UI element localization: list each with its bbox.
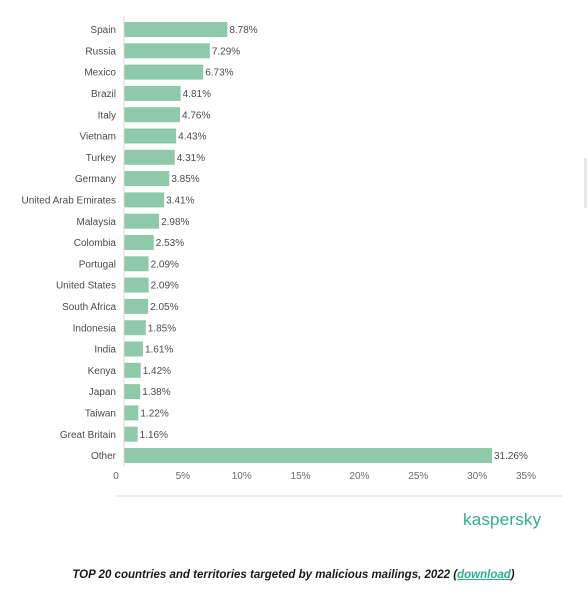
bar-spain	[124, 22, 228, 37]
bar-germany	[124, 171, 170, 187]
value-label-united-arab-emirates: 3.41%	[166, 196, 194, 207]
bar-italy	[124, 107, 181, 123]
value-label-colombia: 2.53%	[156, 238, 184, 249]
chart-caption: TOP 20 countries and territories targete…	[0, 569, 587, 581]
category-label-great-britain: Great Britain	[60, 430, 116, 441]
category-label-mexico: Mexico	[84, 68, 116, 79]
x-axis: 0 5% 10% 15% 20% 25% 30% 35%	[113, 16, 562, 497]
x-tick-label-30: 30%	[467, 471, 487, 482]
category-label-spain: Spain	[90, 25, 116, 36]
value-label-turkey: 4.31%	[177, 153, 205, 164]
x-tick-label-10: 10%	[232, 471, 252, 482]
value-label-japan: 1.38%	[142, 387, 170, 398]
caption-text: TOP 20 countries and territories targete…	[72, 569, 458, 581]
bar-russia	[124, 43, 210, 59]
value-label-great-britain: 1.16%	[140, 430, 168, 441]
x-tick-label-20: 20%	[349, 471, 369, 482]
value-label-vietnam: 4.43%	[178, 132, 206, 143]
bar-kenya	[124, 362, 141, 378]
category-label-vietnam: Vietnam	[79, 132, 116, 143]
category-label-japan: Japan	[89, 387, 116, 398]
bar-united-arab-emirates	[124, 192, 165, 208]
download-link[interactable]: download	[457, 569, 511, 581]
category-label-indonesia: Indonesia	[73, 323, 117, 334]
category-label-russia: Russia	[85, 46, 116, 57]
category-label-south-africa: South Africa	[62, 302, 116, 313]
category-label-germany: Germany	[75, 174, 116, 185]
category-label-italy: Italy	[98, 110, 116, 121]
category-label-other: Other	[91, 451, 117, 462]
category-label-taiwan: Taiwan	[85, 409, 116, 420]
value-label-italy: 4.76%	[182, 110, 210, 121]
bar-mexico	[124, 64, 204, 80]
value-label-portugal: 2.09%	[151, 259, 179, 270]
value-label-taiwan: 1.22%	[140, 409, 168, 420]
bar-turkey	[124, 149, 175, 165]
category-label-portugal: Portugal	[79, 259, 116, 270]
value-label-kenya: 1.42%	[143, 366, 171, 377]
category-label-malaysia: Malaysia	[77, 217, 117, 228]
kaspersky-logo: kaspersky	[463, 510, 541, 530]
bar-other	[124, 448, 492, 463]
bar-great-britain	[124, 426, 138, 442]
value-label-germany: 3.85%	[171, 174, 199, 185]
x-tick-label-15: 15%	[291, 471, 311, 482]
value-labels: 8.78% 7.29% 6.73% 4.81% 4.76% 4.43% 4.31% 3.85%…	[140, 25, 528, 462]
value-label-other: 31.26%	[494, 451, 528, 462]
value-label-south-africa: 2.05%	[150, 302, 178, 313]
value-label-spain: 8.78%	[229, 25, 257, 36]
caption-close: )	[510, 569, 515, 581]
bar-chart: Spain Russia Mexico Brazil Italy Vietnam Turke…	[22, 16, 562, 497]
bar-united-states	[124, 277, 149, 293]
category-labels: Spain Russia Mexico Brazil Italy Vietnam Turke…	[22, 25, 117, 462]
category-label-united-arab-emirates: United Arab Emirates	[22, 196, 117, 207]
page-edge-divider	[584, 158, 587, 208]
bar-taiwan	[124, 405, 139, 421]
category-label-colombia: Colombia	[74, 238, 117, 249]
category-label-kenya: Kenya	[88, 366, 117, 377]
bar-colombia	[124, 235, 154, 250]
x-tick-label-25: 25%	[408, 471, 428, 482]
value-label-brazil: 4.81%	[183, 89, 211, 100]
x-tick-label-0: 0	[113, 471, 119, 482]
value-label-indonesia: 1.85%	[148, 323, 176, 334]
bar-malaysia	[124, 213, 160, 229]
bar-japan	[124, 384, 141, 400]
logo-text: kaspersky	[463, 510, 542, 529]
bar-south-africa	[124, 298, 149, 314]
value-label-russia: 7.29%	[212, 46, 240, 57]
x-tick-label-5: 5%	[176, 471, 191, 482]
bars	[124, 22, 492, 463]
category-label-united-states: United States	[56, 281, 116, 292]
value-label-india: 1.61%	[145, 345, 173, 356]
bar-india	[124, 341, 143, 357]
category-label-turkey: Turkey	[86, 153, 116, 164]
value-label-malaysia: 2.98%	[161, 217, 189, 228]
bar-portugal	[124, 256, 149, 272]
x-tick-label-35: 35%	[516, 471, 536, 482]
bar-vietnam	[124, 128, 177, 144]
value-label-mexico: 6.73%	[205, 68, 233, 79]
bar-indonesia	[124, 320, 146, 336]
category-label-india: India	[94, 345, 116, 356]
bar-brazil	[124, 85, 181, 101]
category-label-brazil: Brazil	[91, 89, 116, 100]
value-label-united-states: 2.09%	[151, 281, 179, 292]
